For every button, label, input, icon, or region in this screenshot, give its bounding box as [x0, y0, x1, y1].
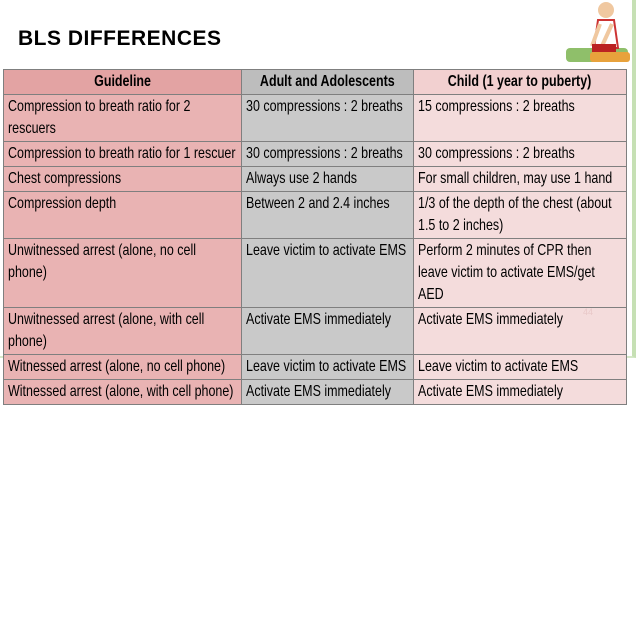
cell-text: 30 compressions : 2 breaths — [246, 98, 403, 115]
table-cell: Activate EMS immediately — [413, 307, 627, 355]
table-cell: Witnessed arrest (alone, no cell phone) — [3, 354, 242, 380]
cell-text: Witnessed arrest (alone, no cell phone) — [8, 358, 226, 375]
table-cell: 1/3 of the depth of the chest (about 1.5… — [413, 191, 627, 239]
table-cell: Unwitnessed arrest (alone, no cell phone… — [3, 238, 242, 308]
cell-text: Adult and Adolescents — [260, 73, 395, 90]
table-cell: Leave victim to activate EMS — [241, 238, 414, 308]
table-cell: Leave victim to activate EMS — [241, 354, 414, 380]
table-cell: 30 compressions : 2 breaths — [413, 141, 627, 167]
cell-text: Activate EMS immediately — [246, 311, 391, 328]
table-row: Compression depth Between 2 and 2.4 inche… — [3, 191, 627, 239]
table-cell: Compression to breath ratio for 1 rescue… — [3, 141, 242, 167]
cell-text: Compression to breath ratio for 2 rescue… — [8, 98, 191, 137]
table-row: Compression to breath ratio for 2 rescue… — [3, 94, 627, 142]
table-row: Unwitnessed arrest (alone, no cell phone… — [3, 238, 627, 308]
cell-text: Compression depth — [8, 195, 117, 212]
table-cell: For small children, may use 1 hand — [413, 166, 627, 192]
table-cell: 15 compressions : 2 breaths — [413, 94, 627, 142]
table-cell: Compression to breath ratio for 2 rescue… — [3, 94, 242, 142]
cell-text: Always use 2 hands — [246, 170, 358, 187]
comparison-table: Guideline Adult and Adolescents Child (1 y… — [3, 69, 627, 405]
table-cell: 30 compressions : 2 breaths — [241, 141, 414, 167]
cell-text: Child (1 year to puberty) — [448, 73, 592, 90]
cell-text: Leave victim to activate EMS — [246, 242, 407, 259]
cell-text: Guideline — [94, 73, 151, 90]
table-cell: Activate EMS immediately — [241, 379, 414, 405]
cell-text: 30 compressions : 2 breaths — [418, 145, 575, 162]
cell-text: Unwitnessed arrest (alone, with cell pho… — [8, 311, 205, 350]
cpr-clipart — [566, 2, 630, 62]
cell-text: Perform 2 minutes of CPR then leave vict… — [418, 242, 595, 303]
cell-text: 15 compressions : 2 breaths — [418, 98, 575, 115]
table-cell: Leave victim to activate EMS — [413, 354, 627, 380]
table-row: Unwitnessed arrest (alone, with cell pho… — [3, 307, 627, 355]
cell-text: Unwitnessed arrest (alone, no cell phone… — [8, 242, 196, 281]
column-header: Adult and Adolescents — [241, 69, 414, 95]
table-row: Witnessed arrest (alone, no cell phone) L… — [3, 354, 627, 380]
cell-text: 30 compressions : 2 breaths — [246, 145, 403, 162]
column-header: Guideline — [3, 69, 242, 95]
cell-text: Witnessed arrest (alone, with cell phone… — [8, 383, 234, 400]
table-cell: Compression depth — [3, 191, 242, 239]
cell-text: Activate EMS immediately — [418, 311, 563, 328]
table-cell: Chest compressions — [3, 166, 242, 192]
cell-text: Activate EMS immediately — [418, 383, 563, 400]
page-number: 44 — [583, 307, 594, 317]
column-header: Child (1 year to puberty) — [413, 69, 627, 95]
table-cell: Activate EMS immediately — [241, 307, 414, 355]
cell-text: Leave victim to activate EMS — [246, 358, 407, 375]
table-body: Compression to breath ratio for 2 rescue… — [3, 94, 627, 405]
table-cell: Witnessed arrest (alone, with cell phone… — [3, 379, 242, 405]
table-row: Chest compressions Always use 2 hands For … — [3, 166, 627, 192]
slide-title: BLS DIFFERENCES — [18, 27, 222, 50]
table-cell: 30 compressions : 2 breaths — [241, 94, 414, 142]
cell-text: For small children, may use 1 hand — [418, 170, 613, 187]
table-cell: Between 2 and 2.4 inches — [241, 191, 414, 239]
cell-text: Chest compressions — [8, 170, 122, 187]
table-row: Compression to breath ratio for 1 rescue… — [3, 141, 627, 167]
slide: BLS DIFFERENCES Guideline Adult and Adole… — [0, 0, 636, 405]
table-cell: Always use 2 hands — [241, 166, 414, 192]
header-row: Guideline Adult and Adolescents Child (1 y… — [3, 69, 627, 95]
table-row: Witnessed arrest (alone, with cell phone… — [3, 379, 627, 405]
table-cell: Perform 2 minutes of CPR then leave vict… — [413, 238, 627, 308]
cell-text: Compression to breath ratio for 1 rescue… — [8, 145, 236, 162]
cell-text: 1/3 of the depth of the chest (about 1.5… — [418, 195, 612, 234]
cell-text: Leave victim to activate EMS — [418, 358, 579, 375]
cell-text: Activate EMS immediately — [246, 383, 391, 400]
table-cell: Activate EMS immediately — [413, 379, 627, 405]
table-cell: Unwitnessed arrest (alone, with cell pho… — [3, 307, 242, 355]
cell-text: Between 2 and 2.4 inches — [246, 195, 390, 212]
